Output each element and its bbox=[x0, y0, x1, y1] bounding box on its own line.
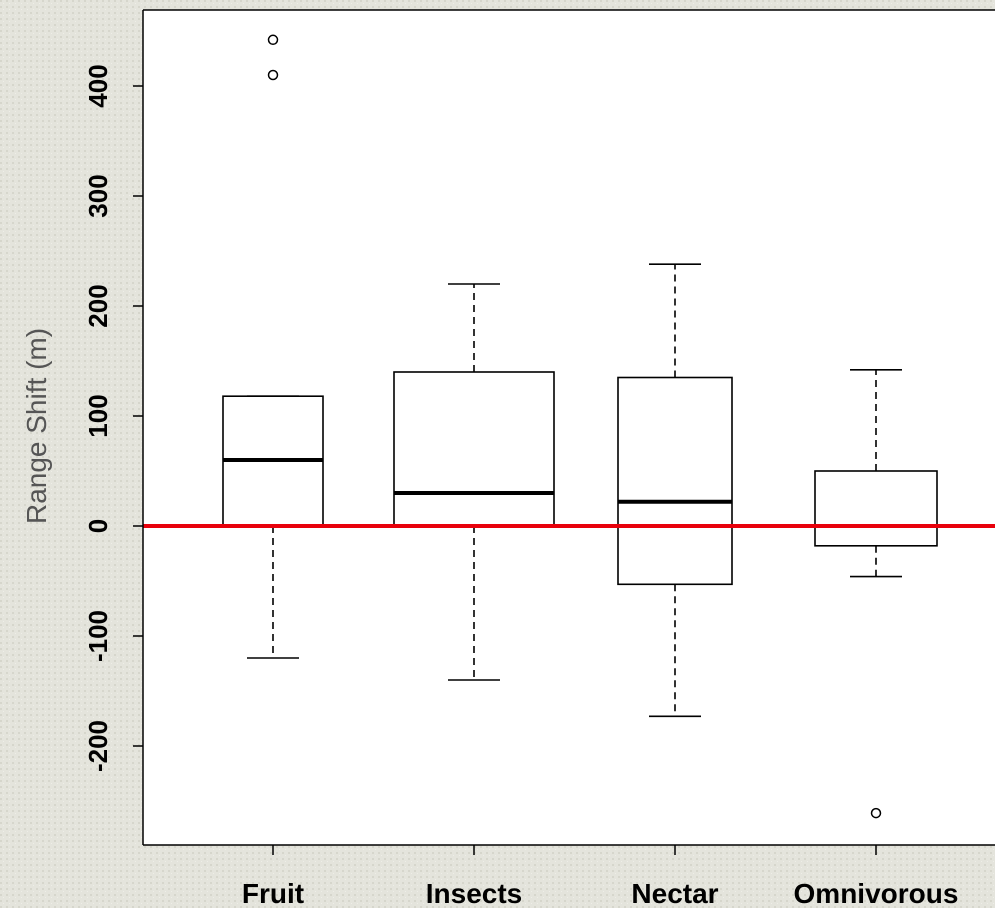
iqr-box bbox=[393, 371, 555, 527]
y-axis: -200 -100 0 100 200 300 400 bbox=[83, 64, 143, 772]
outlier-point bbox=[267, 69, 279, 81]
x-axis: Fruit Insects Nectar Omnivorous bbox=[242, 845, 959, 908]
box-insects bbox=[393, 283, 555, 681]
x-tick-label-insects: Insects bbox=[426, 878, 523, 908]
y-tick-label: -200 bbox=[83, 720, 113, 772]
x-tick-label-fruit: Fruit bbox=[242, 878, 304, 908]
plot-frame bbox=[142, 9, 995, 846]
y-axis-title: Range Shift (m) bbox=[21, 328, 52, 524]
box-fruit bbox=[222, 34, 324, 659]
box-omnivorous bbox=[814, 368, 938, 819]
y-tick-label: 400 bbox=[83, 64, 113, 107]
y-tick-label: 100 bbox=[83, 394, 113, 437]
iqr-box bbox=[617, 376, 733, 586]
y-tick-label: 300 bbox=[83, 174, 113, 217]
y-tick-label: 0 bbox=[83, 519, 113, 533]
iqr-box bbox=[814, 470, 938, 547]
outlier-point bbox=[870, 807, 882, 819]
x-tick-label-omnivorous: Omnivorous bbox=[794, 878, 959, 908]
x-tick-label-nectar: Nectar bbox=[631, 878, 718, 908]
y-tick-label: -100 bbox=[83, 610, 113, 662]
y-tick-label: 200 bbox=[83, 284, 113, 327]
boxes-layer bbox=[222, 34, 938, 819]
box-nectar bbox=[617, 263, 733, 718]
outlier-point bbox=[267, 34, 279, 46]
